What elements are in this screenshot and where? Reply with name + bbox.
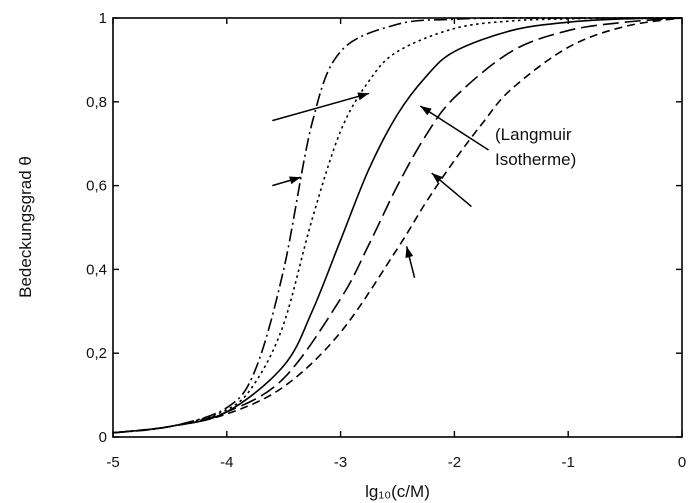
x-axis-ticks: -5 -4 -3 -2 -1 0 xyxy=(106,18,686,471)
x-axis-label: lg₁₀(c/M) xyxy=(365,482,430,501)
y-tick-label: 0,2 xyxy=(86,345,107,362)
y-tick-label: 1 xyxy=(99,10,107,27)
y-tick-label: 0,6 xyxy=(86,178,107,195)
x-tick-label: -5 xyxy=(106,454,119,471)
y-tick-label: 0,4 xyxy=(86,261,107,278)
arrows-group xyxy=(272,92,489,278)
x-tick-label: -2 xyxy=(448,454,461,471)
annotation-line-2: Isotherme) xyxy=(495,150,576,169)
plot-frame xyxy=(112,17,683,438)
annotation-arrowhead xyxy=(289,176,301,185)
annotation-arrow xyxy=(419,105,489,151)
y-tick-label: 0 xyxy=(99,429,107,446)
series-line-short-dash xyxy=(112,17,683,434)
series-line-long-dash xyxy=(112,17,683,434)
series-line-dash-dot xyxy=(112,17,682,434)
y-tick-label: 0,8 xyxy=(86,94,107,111)
annotation-line-1: (Langmuir xyxy=(495,125,572,144)
series-line-solid xyxy=(112,17,683,434)
annotation-arrowhead xyxy=(431,173,443,184)
x-tick-label: -1 xyxy=(562,454,575,471)
annotation-arrowhead xyxy=(405,246,414,259)
x-tick-label: -4 xyxy=(220,454,233,471)
y-axis-ticks: 0 0,2 0,4 0,6 0,8 1 xyxy=(86,10,682,446)
annotation-arrowhead xyxy=(420,105,432,116)
series-line-dotted xyxy=(112,17,683,434)
series-group xyxy=(112,17,683,434)
y-axis-label: Bedeckungsgrad θ xyxy=(16,156,35,298)
x-tick-label: 0 xyxy=(678,454,686,471)
annotation-arrowhead xyxy=(357,92,370,101)
annotation-arrow xyxy=(272,92,370,122)
x-tick-label: -3 xyxy=(334,454,347,471)
